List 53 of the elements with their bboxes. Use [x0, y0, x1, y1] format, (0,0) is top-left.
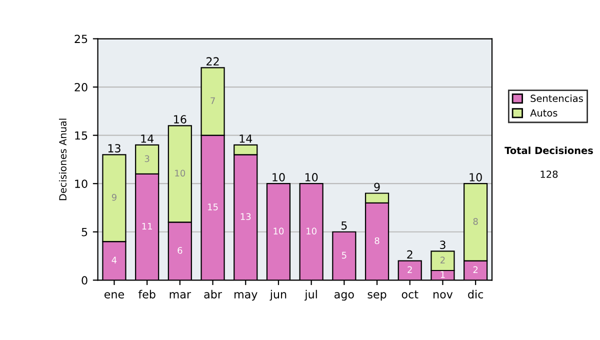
y-tick-label: 25 [74, 34, 88, 44]
x-tick-label: abr [204, 290, 222, 298]
data-label: 4 [112, 256, 117, 264]
x-tick-label: may [234, 292, 258, 301]
total-label: 14 [141, 134, 154, 143]
x-tick-label: oct [402, 290, 418, 298]
total-label: 10 [470, 173, 482, 182]
y-tick-label: 20 [74, 83, 88, 92]
data-label: 9 [112, 194, 116, 201]
total-label: 2 [407, 250, 412, 259]
data-label: 10 [274, 228, 284, 234]
x-tick-label: nov [434, 292, 453, 298]
total-label: 13 [108, 144, 120, 152]
y-tick-label: 10 [75, 180, 88, 188]
x-tick-label: dic [468, 290, 484, 298]
y-tick-label: 5 [82, 228, 88, 236]
data-label: 5 [342, 252, 346, 259]
legend-label: Autos [530, 109, 558, 117]
total-label: 9 [374, 182, 380, 192]
total-label: 5 [342, 221, 347, 230]
data-label: 2 [473, 266, 478, 273]
x-tick-label: sep [368, 292, 386, 301]
legend-label: Sentencias [530, 94, 583, 102]
data-label: 7 [210, 97, 215, 104]
data-label: 3 [144, 155, 150, 162]
data-label: 10 [306, 228, 316, 234]
text: Total Decisiones [504, 146, 593, 154]
data-label: 1 [440, 271, 445, 278]
text: 128 [540, 170, 558, 178]
data-label: 8 [374, 237, 380, 244]
x-tick-label: jul [304, 290, 317, 301]
x-tick-label: feb [138, 290, 156, 298]
data-label: 8 [473, 218, 478, 225]
x-tick-label: mar [170, 292, 192, 298]
data-label: 13 [240, 213, 251, 220]
x-tick-label: ago [334, 292, 354, 301]
total-label: 14 [240, 134, 252, 143]
data-label: 2 [408, 266, 412, 273]
total-label: 3 [440, 240, 446, 250]
data-label: 15 [208, 204, 218, 210]
y-tick-label: 0 [82, 276, 88, 285]
data-label: 2 [440, 256, 445, 264]
data-label: 11 [142, 222, 152, 230]
x-tick-label: jun [270, 290, 286, 301]
x-tick-label: ene [104, 292, 124, 298]
total-label: 16 [174, 115, 186, 124]
total-label: 10 [272, 173, 285, 182]
y-axis-title: Decisiones Anual [58, 118, 66, 200]
y-tick-label: 15 [75, 131, 88, 140]
total-label: 10 [305, 173, 318, 182]
data-label: 10 [175, 170, 186, 177]
total-label: 22 [206, 57, 219, 66]
data-label: 6 [178, 246, 182, 254]
